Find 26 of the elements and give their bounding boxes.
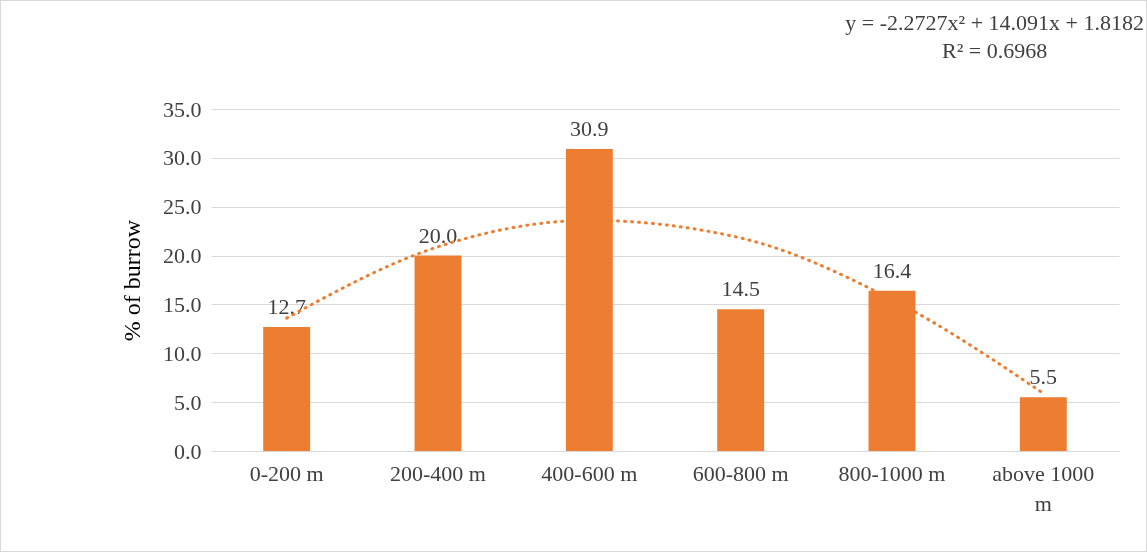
y-axis-title: % of burrow [119, 219, 145, 342]
x-tick-label: 400-600 m [541, 460, 638, 486]
bar [1019, 397, 1067, 451]
y-tick-label: 35.0 [163, 96, 202, 122]
y-tick-label: 20.0 [163, 243, 202, 269]
data-label: 12.7 [267, 293, 306, 319]
x-tick-label: 0-200 m [249, 460, 324, 486]
text: R² = 0.6968 [941, 37, 1049, 65]
data-label: 14.5 [721, 276, 760, 302]
text: y = -2.2727x² + 14.091x + 1.8182 [845, 9, 1144, 37]
x-tick-label: above 1000 m [992, 460, 1095, 516]
y-tick-label: 0.0 [174, 438, 202, 464]
data-label: 30.9 [570, 116, 609, 142]
x-tick-label: 200-400 m [390, 460, 486, 486]
data-label: 5.5 [1029, 364, 1058, 390]
data-label: 20.0 [418, 222, 458, 248]
y-tick-label: 10.0 [163, 340, 202, 366]
data-label: 16.4 [872, 257, 912, 283]
x-tick-label: 600-800 m [692, 460, 789, 486]
y-tick-label: 5.0 [174, 389, 202, 415]
bar [717, 309, 765, 451]
bar [263, 326, 311, 451]
y-tick-label: 30.0 [163, 145, 202, 171]
x-tick-label: 800-1000 m [838, 460, 946, 486]
y-tick-label: 25.0 [163, 194, 202, 220]
y-tick-label: 15.0 [163, 291, 202, 317]
